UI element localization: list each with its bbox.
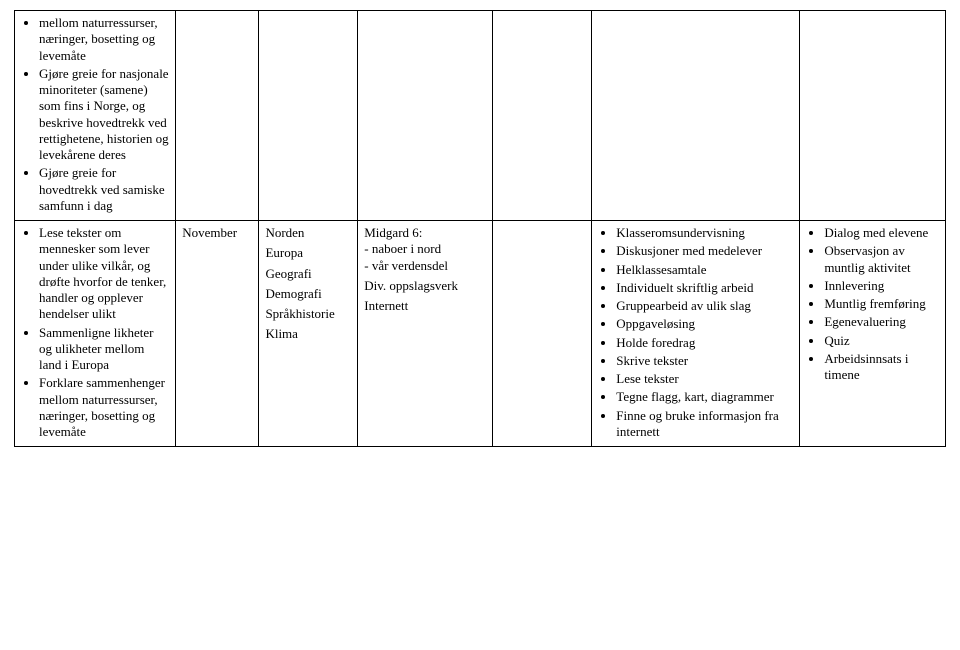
cell-resources: Midgard 6: - naboer i nord - vår verdens…	[358, 221, 493, 447]
list-item: Sammenligne likheter og ulikheter mellom…	[39, 325, 169, 374]
goals-list: mellom naturressurser, næringer, bosetti…	[21, 15, 169, 214]
topic: Klima	[265, 326, 351, 342]
resource: - naboer i nord	[364, 241, 486, 257]
cell-empty	[493, 11, 592, 221]
topic: Språkhistorie	[265, 306, 351, 322]
list-item: Lese tekster	[616, 371, 793, 387]
month-label: November	[182, 225, 252, 241]
list-item: Lese tekster om mennesker som lever unde…	[39, 225, 169, 323]
topic: Geografi	[265, 266, 351, 282]
list-item: Gjøre greie for hovedtrekk ved samiske s…	[39, 165, 169, 214]
list-item: Quiz	[824, 333, 939, 349]
list-item: Egenevaluering	[824, 314, 939, 330]
cell-empty	[259, 11, 358, 221]
topic: Norden	[265, 225, 351, 241]
topic: Demografi	[265, 286, 351, 302]
resource: - vår verdensdel	[364, 258, 486, 274]
cell-empty	[800, 11, 946, 221]
table-row: Lese tekster om mennesker som lever unde…	[15, 221, 946, 447]
resource: Internett	[364, 298, 486, 314]
list-item: mellom naturressurser, næringer, bosetti…	[39, 15, 169, 64]
list-item: Forklare sammenhenger mellom naturressur…	[39, 375, 169, 440]
cell-topics: Norden Europa Geografi Demografi Språkhi…	[259, 221, 358, 447]
list-item: Innlevering	[824, 278, 939, 294]
list-item: Muntlig fremføring	[824, 296, 939, 312]
resource: Midgard 6:	[364, 225, 486, 241]
list-item: Arbeidsinnsats i timene	[824, 351, 939, 384]
list-item: Observasjon av muntlig aktivitet	[824, 243, 939, 276]
cell-methods: Klasseromsundervisning Diskusjoner med m…	[592, 221, 800, 447]
list-item: Gruppearbeid av ulik slag	[616, 298, 793, 314]
assessment-list: Dialog med elevene Observasjon av muntli…	[806, 225, 939, 383]
list-item: Skrive tekster	[616, 353, 793, 369]
list-item: Diskusjoner med medelever	[616, 243, 793, 259]
list-item: Tegne flagg, kart, diagrammer	[616, 389, 793, 405]
cell-goals: Lese tekster om mennesker som lever unde…	[15, 221, 176, 447]
table-row: mellom naturressurser, næringer, bosetti…	[15, 11, 946, 221]
list-item: Helklassesamtale	[616, 262, 793, 278]
cell-empty	[493, 221, 592, 447]
cell-empty	[358, 11, 493, 221]
cell-month: November	[176, 221, 259, 447]
methods-list: Klasseromsundervisning Diskusjoner med m…	[598, 225, 793, 440]
cell-goals: mellom naturressurser, næringer, bosetti…	[15, 11, 176, 221]
cell-assessment: Dialog med elevene Observasjon av muntli…	[800, 221, 946, 447]
topic: Europa	[265, 245, 351, 261]
list-item: Dialog med elevene	[824, 225, 939, 241]
list-item: Holde foredrag	[616, 335, 793, 351]
list-item: Oppgaveløsing	[616, 316, 793, 332]
cell-empty	[592, 11, 800, 221]
curriculum-table: mellom naturressurser, næringer, bosetti…	[14, 10, 946, 447]
list-item: Klasseromsundervisning	[616, 225, 793, 241]
list-item: Finne og bruke informasjon fra internett	[616, 408, 793, 441]
cell-empty	[176, 11, 259, 221]
list-item: Gjøre greie for nasjonale minoriteter (s…	[39, 66, 169, 164]
list-item: Individuelt skriftlig arbeid	[616, 280, 793, 296]
resource: Div. oppslagsverk	[364, 278, 486, 294]
goals-list: Lese tekster om mennesker som lever unde…	[21, 225, 169, 440]
